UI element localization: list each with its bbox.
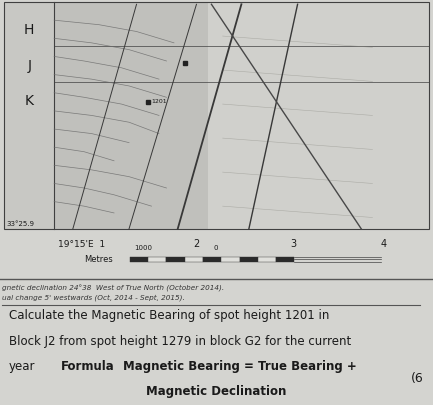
Bar [203,257,221,262]
Text: Block J2 from spot height 1279 in block G2 for the current: Block J2 from spot height 1279 in block … [9,335,351,347]
Text: 1000: 1000 [134,245,152,251]
Text: 0: 0 [213,245,218,251]
Text: J: J [27,59,31,72]
Bar [166,257,185,262]
Text: K: K [25,94,34,108]
Text: Magnetic Bearing = True Bearing +: Magnetic Bearing = True Bearing + [123,360,357,373]
Bar [208,2,429,229]
Bar [276,257,294,262]
Text: year: year [9,360,35,373]
Text: 3: 3 [291,239,297,249]
Text: gnetic declination 24°38  West of True North (October 2014).: gnetic declination 24°38 West of True No… [2,285,224,292]
Bar [4,2,429,229]
Bar [258,257,276,262]
Bar [4,2,54,229]
Text: (6: (6 [411,372,423,385]
Text: 2: 2 [193,239,200,249]
Text: 33°25.9: 33°25.9 [6,221,35,227]
Text: ual change 5' westwards (Oct, 2014 - Sept, 2015).: ual change 5' westwards (Oct, 2014 - Sep… [2,294,185,301]
Text: Magnetic Declination: Magnetic Declination [146,385,287,398]
Bar [221,257,239,262]
Bar [130,257,148,262]
Bar [4,2,429,229]
Text: 4: 4 [381,239,387,249]
Bar [148,257,166,262]
Text: Metres: Metres [84,255,113,264]
Bar [239,257,258,262]
Text: 19°15'E  1: 19°15'E 1 [58,240,106,249]
Text: H: H [24,23,34,37]
Bar [185,257,203,262]
Text: Formula: Formula [61,360,114,373]
Text: Calculate the Magnetic Bearing of spot height 1201 in: Calculate the Magnetic Bearing of spot h… [9,309,329,322]
Text: 1201: 1201 [151,99,167,104]
